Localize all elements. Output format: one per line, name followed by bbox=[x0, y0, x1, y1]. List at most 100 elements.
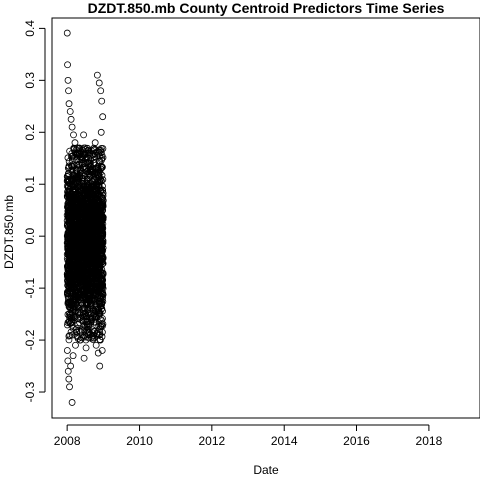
data-point bbox=[76, 319, 83, 326]
data-point bbox=[82, 242, 90, 250]
data-point bbox=[63, 192, 71, 200]
data-point bbox=[99, 283, 106, 291]
data-point bbox=[64, 357, 72, 365]
data-point bbox=[96, 234, 104, 242]
data-point bbox=[88, 235, 96, 243]
data-point bbox=[92, 341, 100, 349]
data-point bbox=[92, 186, 100, 194]
data-point bbox=[98, 212, 106, 220]
data-point bbox=[80, 165, 88, 173]
data-point bbox=[74, 270, 82, 278]
data-point bbox=[67, 115, 75, 123]
data-point bbox=[89, 326, 97, 334]
y-tick-label: -0.2 bbox=[23, 329, 37, 350]
data-point bbox=[80, 308, 87, 316]
data-point bbox=[67, 297, 75, 305]
data-point bbox=[75, 308, 82, 316]
data-point bbox=[64, 311, 72, 318]
data-point bbox=[83, 235, 91, 242]
data-point bbox=[63, 347, 71, 354]
chart-title: DZDT.850.mb County Centroid Predictors T… bbox=[88, 0, 445, 16]
data-point bbox=[70, 251, 78, 258]
data-point bbox=[96, 336, 104, 344]
data-point bbox=[80, 189, 88, 196]
data-point bbox=[87, 147, 95, 154]
data-point bbox=[76, 314, 84, 322]
data-point bbox=[93, 227, 101, 235]
data-point bbox=[85, 261, 93, 269]
data-point bbox=[83, 183, 91, 191]
data-point bbox=[80, 199, 88, 207]
data-point bbox=[76, 220, 84, 228]
data-point bbox=[68, 162, 76, 170]
data-point bbox=[98, 97, 106, 105]
data-point bbox=[68, 183, 76, 191]
data-point bbox=[75, 149, 83, 157]
data-point bbox=[84, 154, 92, 162]
data-point bbox=[73, 287, 81, 295]
data-point bbox=[90, 274, 98, 282]
data-point bbox=[64, 187, 72, 195]
data-point bbox=[67, 362, 75, 370]
data-point bbox=[98, 322, 105, 329]
data-point bbox=[91, 252, 99, 260]
data-point bbox=[73, 325, 81, 332]
y-axis: -0.3 -0.2 -0.1 0.0 0.1 0.2 0.3 0.4 bbox=[23, 20, 46, 402]
points-layer bbox=[63, 29, 107, 406]
data-point bbox=[91, 248, 98, 256]
data-point bbox=[98, 222, 106, 229]
data-point bbox=[91, 159, 98, 166]
data-point bbox=[98, 305, 106, 312]
data-point bbox=[80, 131, 87, 139]
data-point bbox=[97, 257, 105, 265]
data-point bbox=[84, 253, 92, 261]
data-point bbox=[90, 180, 98, 188]
data-point bbox=[67, 228, 75, 236]
data-point bbox=[74, 321, 82, 329]
data-point bbox=[69, 218, 77, 225]
data-point bbox=[88, 293, 95, 301]
data-point bbox=[95, 306, 103, 314]
data-point bbox=[86, 227, 94, 235]
data-point bbox=[67, 246, 75, 254]
data-point bbox=[70, 241, 78, 249]
data-point bbox=[66, 302, 74, 310]
data-point bbox=[82, 344, 90, 352]
data-point bbox=[95, 146, 103, 154]
data-point bbox=[67, 289, 75, 297]
data-point bbox=[82, 221, 90, 228]
data-point bbox=[95, 247, 103, 255]
data-point bbox=[98, 151, 106, 159]
data-point bbox=[97, 279, 105, 287]
data-point bbox=[65, 87, 72, 95]
data-point bbox=[99, 307, 106, 315]
data-point bbox=[78, 265, 86, 273]
data-point bbox=[66, 220, 73, 227]
data-point bbox=[76, 187, 84, 194]
data-point bbox=[76, 282, 83, 289]
data-point bbox=[69, 352, 77, 360]
data-point bbox=[64, 257, 72, 264]
data-point bbox=[64, 61, 71, 69]
data-point bbox=[85, 180, 93, 188]
data-point bbox=[70, 131, 77, 139]
data-point bbox=[70, 146, 78, 154]
data-point bbox=[97, 276, 105, 284]
data-point bbox=[95, 263, 102, 271]
data-point bbox=[71, 153, 79, 161]
x-axis-label: Date bbox=[253, 463, 279, 477]
data-point bbox=[97, 128, 105, 136]
data-point bbox=[70, 265, 77, 272]
data-point bbox=[96, 362, 104, 370]
data-point bbox=[87, 166, 95, 174]
data-point bbox=[77, 195, 85, 202]
data-point bbox=[64, 76, 72, 84]
data-point bbox=[88, 316, 96, 323]
data-point bbox=[70, 302, 77, 310]
data-point bbox=[68, 272, 75, 280]
data-point bbox=[85, 188, 93, 196]
data-point bbox=[98, 244, 105, 251]
data-point bbox=[76, 194, 84, 202]
data-point bbox=[84, 207, 92, 215]
data-point bbox=[74, 161, 82, 169]
